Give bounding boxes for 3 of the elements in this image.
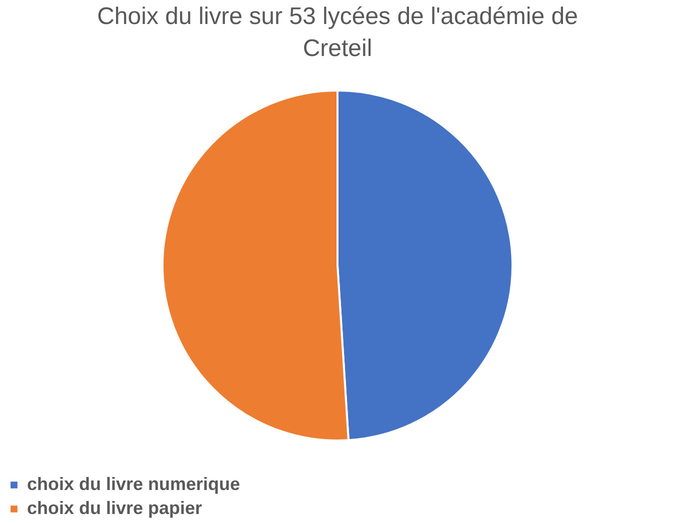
chart-title: Choix du livre sur 53 lycées de l'académie de Creteil (97, 3, 578, 62)
legend-label: choix du livre numerique (27, 474, 240, 494)
legend-label: choix du livre papier (27, 498, 202, 518)
